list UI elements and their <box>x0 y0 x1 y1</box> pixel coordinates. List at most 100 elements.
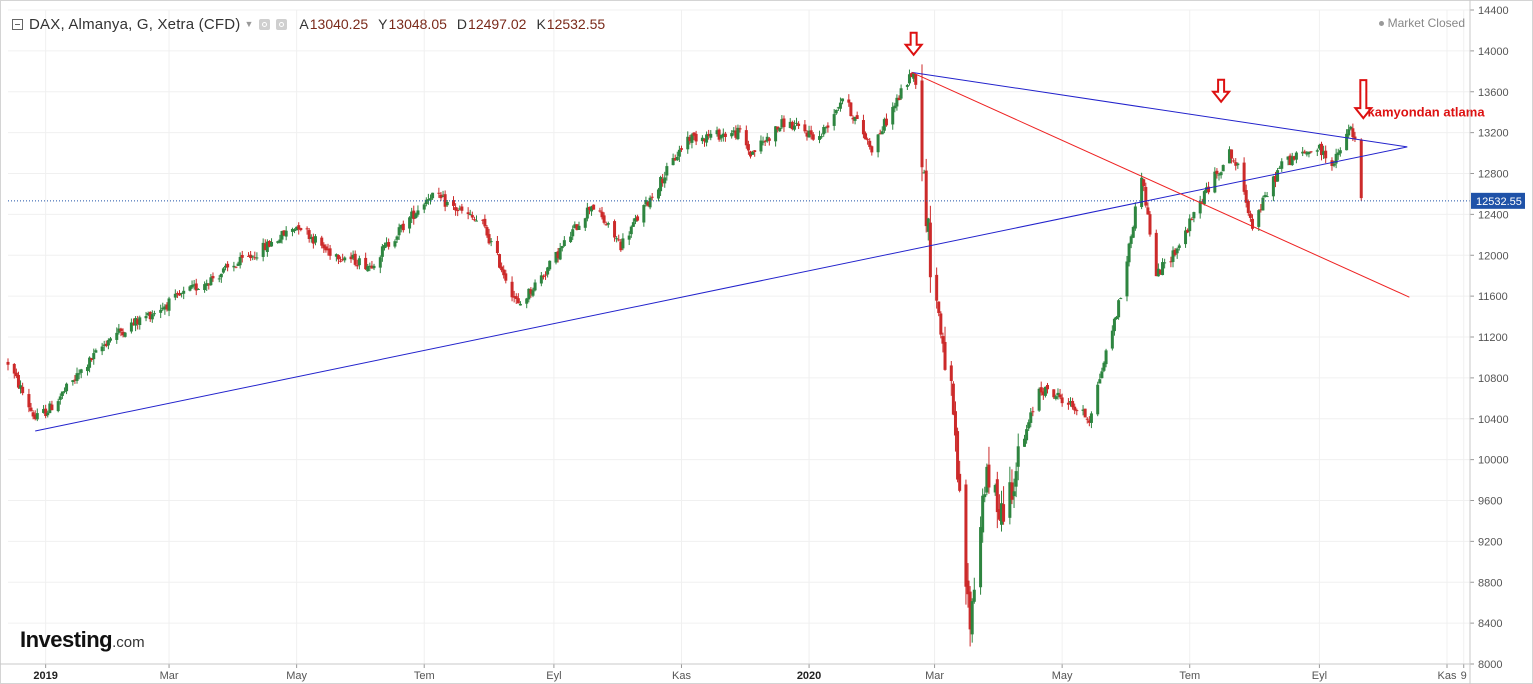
candle-body <box>847 99 851 103</box>
candle-body <box>926 218 930 232</box>
candle-body <box>253 257 257 259</box>
candle-body <box>167 298 171 311</box>
candle-body <box>263 243 267 251</box>
candle-body <box>92 353 96 360</box>
candle-body <box>1100 371 1104 379</box>
candle-body <box>820 136 824 138</box>
logo-suffix: .com <box>112 634 145 651</box>
candle-body <box>1071 400 1075 408</box>
candle-body <box>575 224 579 230</box>
candle-body <box>498 254 502 268</box>
candle-body <box>456 209 460 212</box>
investing-logo[interactable]: Investing.com <box>20 627 145 653</box>
candle-body <box>165 304 169 310</box>
candle-body <box>307 230 311 240</box>
candle-body <box>966 580 970 595</box>
candle-body <box>190 284 194 288</box>
candle-body <box>675 156 679 161</box>
candle-body <box>1131 227 1135 238</box>
candle-body <box>1315 150 1319 152</box>
candle-body <box>964 484 968 587</box>
candle-body <box>999 503 1003 525</box>
candle-body <box>75 373 79 381</box>
candle-body <box>627 235 631 240</box>
down-arrow-icon <box>1353 79 1374 120</box>
candle-body <box>138 317 142 326</box>
symbol-title[interactable]: DAX, Almanya, G, Xetra (CFD) <box>29 15 241 33</box>
candle-body <box>1257 210 1261 227</box>
candle-body <box>884 118 888 126</box>
candle-body <box>671 158 675 166</box>
candle-body <box>1259 209 1263 211</box>
candle-body <box>1117 300 1121 318</box>
candle-body <box>730 133 734 137</box>
candle-body <box>705 134 709 143</box>
candle-body <box>583 218 587 228</box>
candle-body <box>709 133 713 138</box>
candle-body <box>364 257 368 270</box>
chevron-down-icon[interactable]: ▼ <box>244 19 254 29</box>
candle-body <box>744 130 748 146</box>
candle-body <box>313 236 317 243</box>
ohlc-high: Y13048.05 <box>378 16 447 32</box>
candle-body <box>311 236 315 244</box>
candle-body <box>219 273 223 278</box>
candle-body <box>278 239 282 243</box>
candle-body <box>870 146 874 153</box>
candle-body <box>466 212 470 215</box>
gear-icon[interactable] <box>276 18 288 30</box>
candle-body <box>6 361 10 365</box>
candle-body <box>615 238 619 240</box>
candle-body <box>1290 156 1294 166</box>
settings-icon[interactable] <box>259 18 271 30</box>
candle-body <box>878 133 882 135</box>
candle-body <box>339 260 343 262</box>
candle-body <box>353 253 357 265</box>
candle-body <box>822 127 826 135</box>
candle-body <box>395 236 399 240</box>
candle-body <box>665 166 669 176</box>
candle-body <box>1129 236 1133 244</box>
candle-body <box>1332 163 1336 166</box>
candle-body <box>408 217 412 229</box>
collapse-icon[interactable] <box>12 18 23 30</box>
candle-body <box>21 386 25 394</box>
candle-body <box>79 369 83 373</box>
candle-body <box>326 248 330 251</box>
candle-body <box>688 137 692 142</box>
candle-body <box>1083 408 1087 418</box>
candle-body <box>554 252 558 263</box>
candle-body <box>238 256 242 266</box>
candle-body <box>922 172 926 174</box>
candle-body <box>751 152 755 155</box>
candle-body <box>1273 175 1277 182</box>
candle-body <box>1140 177 1144 208</box>
candle-body <box>1317 144 1321 149</box>
candle-body <box>514 296 518 299</box>
candle-body <box>27 394 31 408</box>
candle-body <box>920 80 924 168</box>
candle-body <box>592 204 596 210</box>
candle-body <box>387 242 391 247</box>
candle-body <box>1248 213 1252 218</box>
candle-body <box>893 105 897 109</box>
candle-body <box>907 74 911 84</box>
candle-body <box>1016 446 1020 467</box>
candle-body <box>378 257 382 268</box>
candle-body <box>410 211 414 219</box>
y-tick-label: 8800 <box>1478 577 1502 589</box>
candle-body <box>443 194 447 207</box>
candle-body <box>673 158 677 161</box>
candle-body <box>617 239 621 241</box>
candle-body <box>949 365 953 381</box>
candle-body <box>290 228 294 232</box>
candle-body <box>349 256 353 260</box>
candle-body <box>60 391 64 396</box>
candle-body <box>809 130 813 135</box>
candle-body <box>1161 262 1165 276</box>
candle-body <box>1022 438 1026 447</box>
candle-body <box>598 210 602 212</box>
candle-body <box>249 254 253 259</box>
logo-main: Investing <box>20 627 113 652</box>
